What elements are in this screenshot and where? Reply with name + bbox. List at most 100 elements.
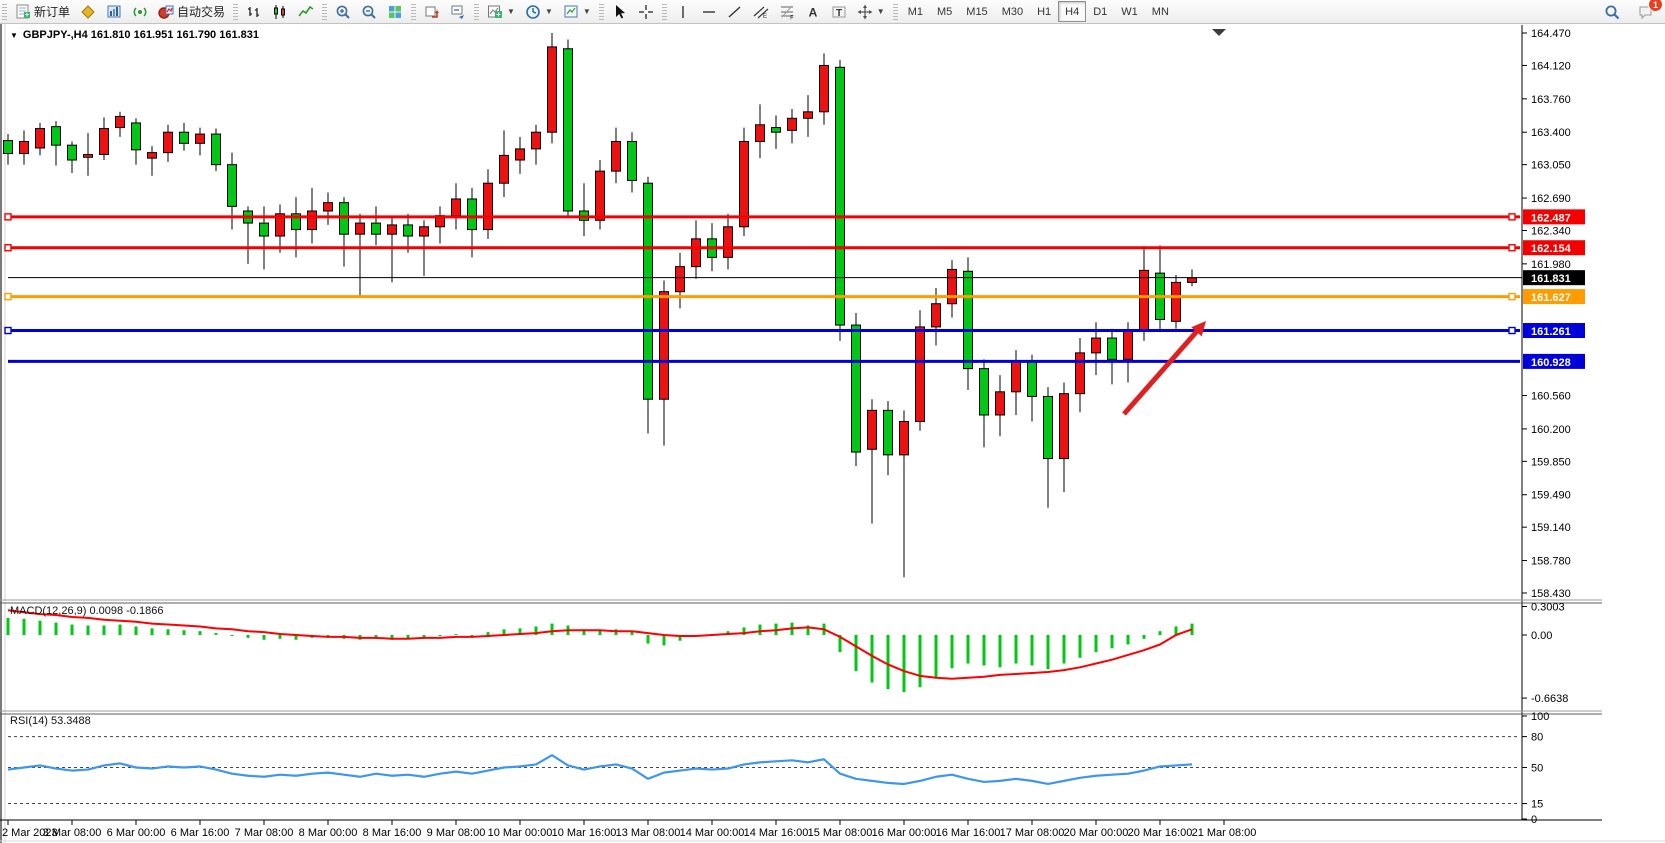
candle-up xyxy=(787,117,797,131)
macd-histogram-bar xyxy=(854,635,858,672)
macd-values: 0.0098 -0.1866 xyxy=(89,605,164,617)
candlestick-button[interactable] xyxy=(267,0,293,23)
chevron-down-icon[interactable]: ▼ xyxy=(876,7,885,16)
fibo-icon: F xyxy=(780,5,794,20)
line-anchor-right[interactable] xyxy=(1508,244,1516,252)
annotation-arrow[interactable] xyxy=(1122,326,1202,416)
search-button[interactable] xyxy=(1599,0,1625,23)
horizontal-line-button[interactable] xyxy=(696,0,722,23)
crosshair-button[interactable] xyxy=(633,0,659,23)
track-chart-button[interactable] xyxy=(445,0,471,23)
arrows-icon xyxy=(857,4,873,19)
chart-surface[interactable]: 164.470 164.120 163.760 163.400 163.050 162.6… xyxy=(0,24,1665,843)
trendline-button[interactable] xyxy=(722,0,748,23)
line-anchor-left[interactable] xyxy=(4,292,12,301)
candle-up xyxy=(307,210,317,231)
macd-histogram-bar xyxy=(950,635,954,669)
timeframe-button-h4[interactable]: H4 xyxy=(1058,1,1087,22)
macd-histogram-bar xyxy=(1110,635,1114,649)
vertical-line-button[interactable] xyxy=(670,0,696,23)
macd-signal-line xyxy=(7,609,1193,680)
candle-up xyxy=(1171,281,1181,322)
line-anchor-left[interactable] xyxy=(4,326,12,335)
line-anchor-right[interactable] xyxy=(1508,326,1516,335)
profiles-button[interactable] xyxy=(101,0,127,23)
timeframe-button-w1[interactable]: W1 xyxy=(1121,5,1138,18)
toolbar-separator xyxy=(411,3,417,20)
cursor-button[interactable] xyxy=(607,0,633,23)
channel-button[interactable]: E xyxy=(748,0,774,23)
date-label: 20 Mar 00:00 xyxy=(1064,827,1129,839)
date-label: 7 Mar 08:00 xyxy=(235,827,294,839)
arrange1-icon xyxy=(425,6,440,18)
macd-histogram-bar xyxy=(214,633,218,635)
line-chart-button[interactable] xyxy=(293,0,319,23)
svg-text:A: A xyxy=(808,5,817,19)
bars-icon xyxy=(248,6,260,17)
chart-shift-marker[interactable] xyxy=(1212,29,1226,36)
candle-up xyxy=(739,140,749,228)
bar-chart-button[interactable] xyxy=(241,0,267,23)
timeframe-button-m30[interactable]: M30 xyxy=(1001,5,1024,18)
new-order-button[interactable]: + 新订单 xyxy=(10,0,75,23)
timeframe-button-m1[interactable]: M1 xyxy=(907,5,923,18)
chevron-down-icon[interactable]: ▼ xyxy=(582,7,591,16)
date-label: 15 Mar 08:00 xyxy=(808,827,873,839)
indicators-button[interactable]: + ▼ xyxy=(482,0,520,23)
arrows-button[interactable]: ▼ xyxy=(852,0,890,23)
auto-arrange-button[interactable] xyxy=(419,0,445,23)
macd-histogram-bar xyxy=(838,635,842,653)
timeframe-button-mn[interactable]: MN xyxy=(1151,5,1169,18)
candle-down xyxy=(883,409,893,456)
timeframe-button-h1[interactable]: H1 xyxy=(1037,5,1052,18)
macd-histogram-bar xyxy=(550,623,554,635)
candle-up xyxy=(147,152,157,159)
macd-histogram-bar xyxy=(22,618,26,635)
line-anchor-left[interactable] xyxy=(4,244,12,252)
toolbar-separator xyxy=(322,3,328,20)
candle-up xyxy=(1091,337,1101,354)
timeframe-button-d1[interactable]: D1 xyxy=(1093,5,1108,18)
zoom-in-button[interactable] xyxy=(330,0,356,23)
candle-down xyxy=(259,222,269,237)
autotrading-button[interactable]: 自动交易 xyxy=(153,0,230,23)
candle-up xyxy=(35,127,45,149)
rsi-axis-label: 15 xyxy=(1531,799,1543,811)
price-tick-label: 159.850 xyxy=(1531,456,1571,468)
date-label: 10 Mar 16:00 xyxy=(552,827,617,839)
timeframe-button-m5[interactable]: M5 xyxy=(937,5,953,18)
candle-down xyxy=(339,202,349,235)
chevron-down-icon[interactable]: ▼ xyxy=(507,7,515,16)
label-button[interactable]: T xyxy=(826,0,852,23)
rsi-axis-label: 50 xyxy=(1531,763,1543,775)
chevron-down-icon[interactable]: ▼ xyxy=(544,7,553,16)
fibonacci-button[interactable]: F xyxy=(774,0,800,23)
rsi-axis-label: 80 xyxy=(1531,732,1543,744)
chart-canvas[interactable]: 164.470 164.120 163.760 163.400 163.050 162.6… xyxy=(0,24,1665,843)
annotation-arrow-head[interactable] xyxy=(1191,321,1206,337)
candle-up xyxy=(995,391,1005,416)
candle-down xyxy=(179,131,189,144)
timeframe-button-m15[interactable]: M15 xyxy=(966,5,988,18)
macd-histogram-bar xyxy=(646,635,650,644)
candle-up xyxy=(819,64,829,113)
periods-button[interactable]: ▼ xyxy=(520,0,558,23)
new-chart-button[interactable] xyxy=(75,0,101,23)
line-anchor-right[interactable] xyxy=(1508,213,1516,221)
templates-button[interactable]: ▼ xyxy=(558,0,596,23)
candle-down xyxy=(1043,395,1053,460)
line-anchor-left[interactable] xyxy=(4,213,12,221)
notifications-button[interactable]: 1 xyxy=(1633,0,1663,23)
line-anchor-right[interactable] xyxy=(1508,292,1516,301)
tile-windows-button[interactable] xyxy=(382,0,408,23)
candle-up xyxy=(547,46,557,133)
candle-down xyxy=(979,368,989,416)
macd-histogram-bar xyxy=(518,628,522,635)
zoom-out-button[interactable] xyxy=(356,0,382,23)
collapse-triangle-icon[interactable]: ▼ xyxy=(10,30,18,40)
candle-down xyxy=(963,270,973,370)
text-button[interactable]: A xyxy=(800,0,826,23)
signals-button[interactable] xyxy=(127,0,153,23)
date-label: 2 Mar 2023 xyxy=(2,827,58,839)
